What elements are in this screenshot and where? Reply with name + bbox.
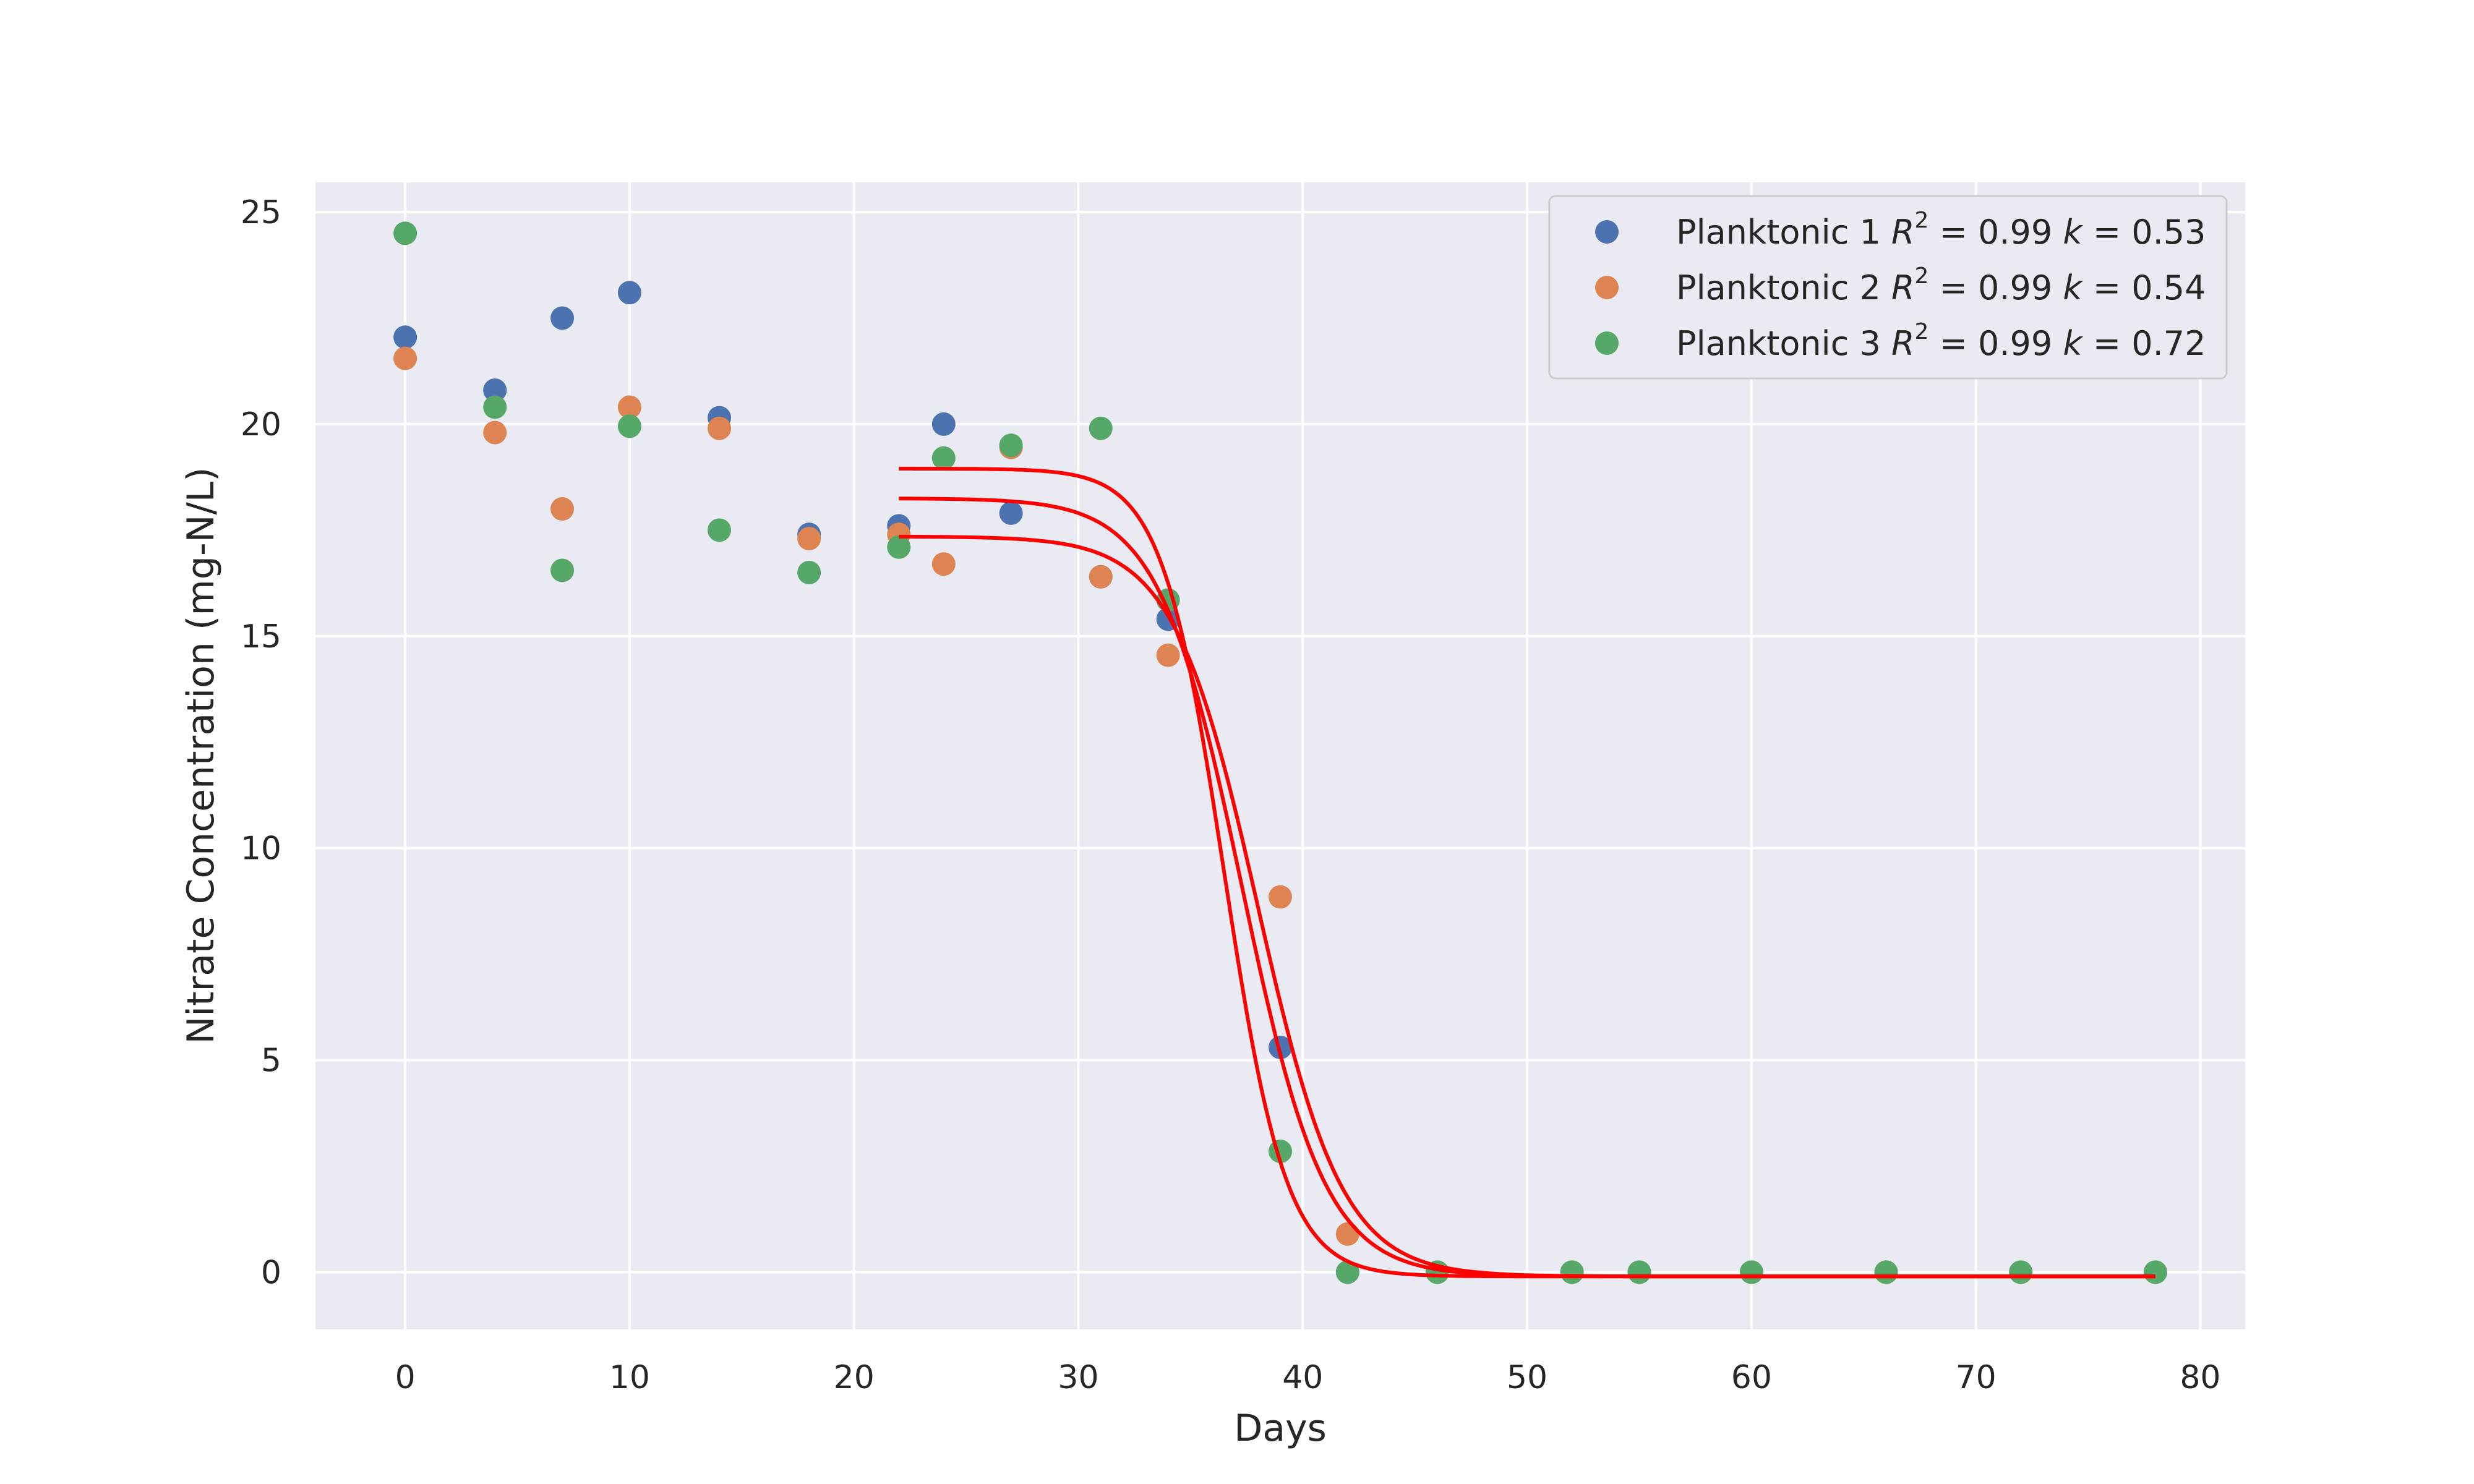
data-point [887,535,911,559]
data-point [1156,643,1180,667]
data-point [708,416,732,440]
data-point [1739,1260,1763,1284]
data-point [550,558,575,582]
legend-r2-value: = 0.99 [1928,324,2063,363]
data-point [393,346,417,370]
x-tick-label: 20 [834,1359,875,1396]
legend: Planktonic 1 R2 = 0.99 k = 0.53Planktoni… [1548,195,2228,380]
x-tick-label: 80 [2180,1359,2220,1396]
legend-entry: Planktonic 2 R2 = 0.99 k = 0.54 [1595,263,2206,307]
legend-entry: Planktonic 3 R2 = 0.99 k = 0.72 [1595,319,2206,363]
y-tick-label: 0 [261,1254,281,1291]
data-point [550,306,575,330]
legend-k-value: = 0.54 [2082,268,2206,307]
data-point [2009,1260,2033,1284]
x-axis-label: Days [1234,1407,1327,1450]
legend-marker [1595,220,1619,244]
legend-r2-value: = 0.99 [1928,213,2063,252]
x-tick-label: 60 [1731,1359,1772,1396]
data-point [2143,1260,2167,1284]
data-point [1560,1260,1584,1284]
data-point [483,420,507,445]
y-tick-label: 15 [241,618,281,655]
legend-label: Planktonic 1 R2 = 0.99 k = 0.53 [1676,208,2206,252]
data-point [1089,565,1113,589]
legend-series-name: Planktonic 3 [1676,324,1891,363]
data-point [797,560,821,584]
legend-entry: Planktonic 1 R2 = 0.99 k = 0.53 [1595,208,2206,252]
y-axis-label: Nitrate Concentration (mg-N/L) [179,467,223,1044]
data-point [550,497,575,521]
legend-r2-value: = 0.99 [1928,268,2063,307]
data-point [931,412,956,436]
data-point [617,281,641,305]
data-point [483,378,507,403]
data-point [1089,416,1113,440]
data-point [1335,1260,1359,1284]
x-tick-labels: 0 10 20 30 40 50 60 70 80 [395,1359,2221,1396]
y-tick-label: 5 [261,1043,281,1080]
legend-marker [1595,331,1619,355]
data-point [1874,1260,1898,1284]
data-point [393,325,417,349]
legend-series-name: Planktonic 1 [1676,213,1891,252]
x-tick-label: 70 [1956,1359,1997,1396]
data-point [708,518,732,542]
y-tick-label: 25 [241,194,281,231]
data-point [999,501,1023,525]
data-point [931,552,956,576]
fit-curves [899,466,2155,1279]
data-point [393,221,417,245]
data-point [1335,1222,1359,1246]
data-point [1269,885,1292,909]
x-tick-label: 30 [1058,1359,1098,1396]
legend-marker [1595,276,1619,299]
y-tick-labels: 0 5 10 15 20 25 [241,194,281,1291]
x-tick-label: 10 [609,1359,650,1396]
data-point [1627,1260,1651,1284]
legend-k-value: = 0.53 [2082,213,2206,252]
x-tick-label: 50 [1507,1359,1547,1396]
y-tick-label: 20 [241,406,281,443]
x-tick-label: 0 [395,1359,416,1396]
data-point [931,446,956,470]
data-point [797,527,821,551]
data-point [617,395,641,419]
legend-k-value: = 0.72 [2082,324,2206,363]
legend-label: Planktonic 3 R2 = 0.99 k = 0.72 [1676,319,2206,363]
data-point [999,433,1023,458]
y-tick-label: 10 [241,830,281,868]
data-points [393,221,2167,1284]
data-point [617,414,641,438]
fit-curve-3 [899,466,2155,1279]
legend-label: Planktonic 2 R2 = 0.99 k = 0.54 [1676,263,2206,307]
legend-box [1548,195,2228,380]
x-tick-label: 40 [1282,1359,1323,1396]
data-point [483,395,507,419]
legend-series-name: Planktonic 2 [1676,268,1891,307]
